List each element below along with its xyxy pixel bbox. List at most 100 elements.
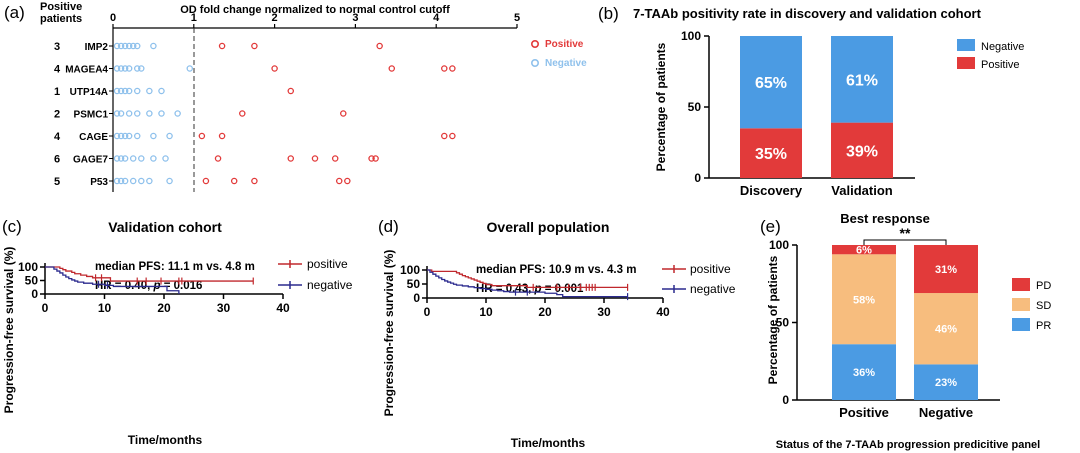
negative-point — [174, 110, 181, 117]
panel-e-ytick-label: 100 — [769, 238, 789, 252]
negative-point — [138, 177, 145, 185]
positive-point — [449, 65, 456, 72]
positive-point — [376, 42, 383, 50]
panel-b-ylabel: Percentage of patients — [654, 42, 668, 171]
negative-point — [113, 155, 121, 162]
panel-e-category: Negative — [919, 405, 973, 420]
panel-d-label: (d) — [378, 217, 399, 236]
negative-point — [113, 65, 121, 72]
panel-a-title: OD fold change normalized to normal cont… — [180, 4, 450, 16]
positive-point — [271, 65, 278, 72]
legend-d-positive-text: positive — [690, 262, 731, 276]
km-xtick-label: 20 — [157, 301, 171, 315]
panel-c: (c) Validation cohort median PFS: 11.1 m… — [2, 217, 353, 447]
panel-e-category: Positive — [839, 405, 889, 420]
km-xtick-label: 0 — [42, 301, 49, 315]
bar-positive-validation — [831, 122, 893, 178]
legend-c-positive-text: positive — [307, 257, 348, 271]
negative-point — [166, 132, 173, 140]
panel-a-tick-label: 5 — [514, 12, 520, 24]
km-xtick-label: 30 — [597, 305, 611, 319]
bar-pr-negative — [914, 364, 978, 400]
negative-point — [125, 132, 133, 140]
negative-point — [129, 42, 137, 50]
negative-point — [117, 155, 125, 162]
negative-point — [113, 87, 121, 95]
positive-point — [251, 42, 258, 50]
km-xtick-label: 40 — [656, 305, 670, 319]
panel-b-category: Discovery — [740, 183, 803, 198]
significance-stars: ** — [900, 225, 911, 241]
panel-e-title: Best response — [840, 211, 930, 226]
negative-point — [158, 110, 165, 117]
panel-d-xlabel: Time/months — [511, 436, 586, 450]
negative-point — [150, 155, 157, 162]
negative-point — [113, 177, 121, 185]
row-count-PSMC1: 2 — [54, 109, 60, 121]
positive-point — [340, 110, 347, 117]
negative-point — [133, 42, 141, 50]
panel-e: (e) Best response ** Percentage of patie… — [760, 211, 1051, 451]
panel-d-stat-median: median PFS: 10.9 m vs. 4.3 m — [476, 264, 636, 276]
positive-point — [372, 155, 379, 162]
bar-positive-label: 39% — [846, 143, 878, 160]
negative-point — [133, 110, 141, 117]
negative-point — [129, 177, 137, 185]
negative-point — [133, 132, 141, 140]
significance-bracket — [863, 239, 947, 247]
negative-point — [125, 87, 133, 95]
negative-point — [117, 87, 125, 95]
negative-point — [121, 155, 129, 162]
panel-a: (a) Positive patients OD fold change nor… — [4, 1, 587, 192]
panel-e-ytick-label: 0 — [782, 393, 789, 407]
panel-d-ylabel: Progression-free survival (%) — [382, 250, 396, 417]
legend-sd-swatch — [1012, 298, 1030, 311]
positive-point — [287, 155, 295, 162]
km-curve-positive — [427, 269, 628, 289]
negative-point — [158, 87, 165, 95]
km-ytick-label: 0 — [413, 291, 420, 305]
panel-e-bars: 36% 58% 6% Positive 23% 46% 31% Negative — [832, 245, 978, 420]
legend-negative-marker — [530, 58, 539, 67]
negative-point — [162, 155, 169, 162]
bar-pd-label: 6% — [856, 245, 872, 257]
negative-point — [150, 42, 157, 50]
panel-b-ytick-label: 100 — [681, 29, 701, 43]
negative-point — [146, 87, 153, 95]
row-count-IMP2: 3 — [54, 41, 60, 53]
negative-point — [166, 177, 173, 185]
km-ytick-label: 0 — [31, 287, 38, 301]
negative-point — [150, 132, 157, 140]
negative-point — [113, 42, 121, 50]
row-name-IMP2: IMP2 — [85, 42, 109, 53]
legend-positive-label: Positive — [545, 39, 584, 50]
panel-d: (d) Overall population median PFS: 10.9 … — [378, 217, 736, 450]
negative-point — [117, 177, 125, 185]
row-count-UTP14A: 1 — [54, 86, 60, 98]
km-xtick-label: 10 — [479, 305, 493, 319]
panel-b-ytick-label: 0 — [694, 171, 701, 185]
positive-patients-header-line1: Positive — [40, 1, 82, 13]
positive-point — [388, 65, 396, 72]
bar-sd-label: 58% — [853, 294, 875, 306]
panel-e-label: (e) — [760, 217, 781, 236]
km-curve-negative — [427, 269, 628, 298]
legend-positive-marker — [530, 39, 539, 48]
legend-d-negative-text: negative — [690, 282, 736, 296]
panel-c-xlabel: Time/months — [128, 433, 203, 447]
positive-point — [218, 42, 226, 50]
bar-positive-discovery — [740, 128, 802, 178]
bar-negative-discovery — [740, 36, 802, 129]
positive-point — [230, 177, 238, 185]
km-curve-negative — [45, 266, 180, 294]
legend-negative-label: Negative — [545, 58, 587, 69]
positive-point — [368, 155, 375, 162]
bar-negative-label: 65% — [755, 75, 787, 92]
panel-b-ytick-label: 50 — [688, 100, 702, 114]
negative-point — [129, 155, 137, 162]
panel-b-bars: 65% 35% Discovery 61% 39% Validation — [740, 36, 893, 198]
row-name-MAGEA4: MAGEA4 — [65, 65, 108, 76]
km-xtick-label: 10 — [98, 301, 112, 315]
positive-point — [441, 132, 448, 140]
legend-pd-text: PD — [1036, 280, 1051, 292]
